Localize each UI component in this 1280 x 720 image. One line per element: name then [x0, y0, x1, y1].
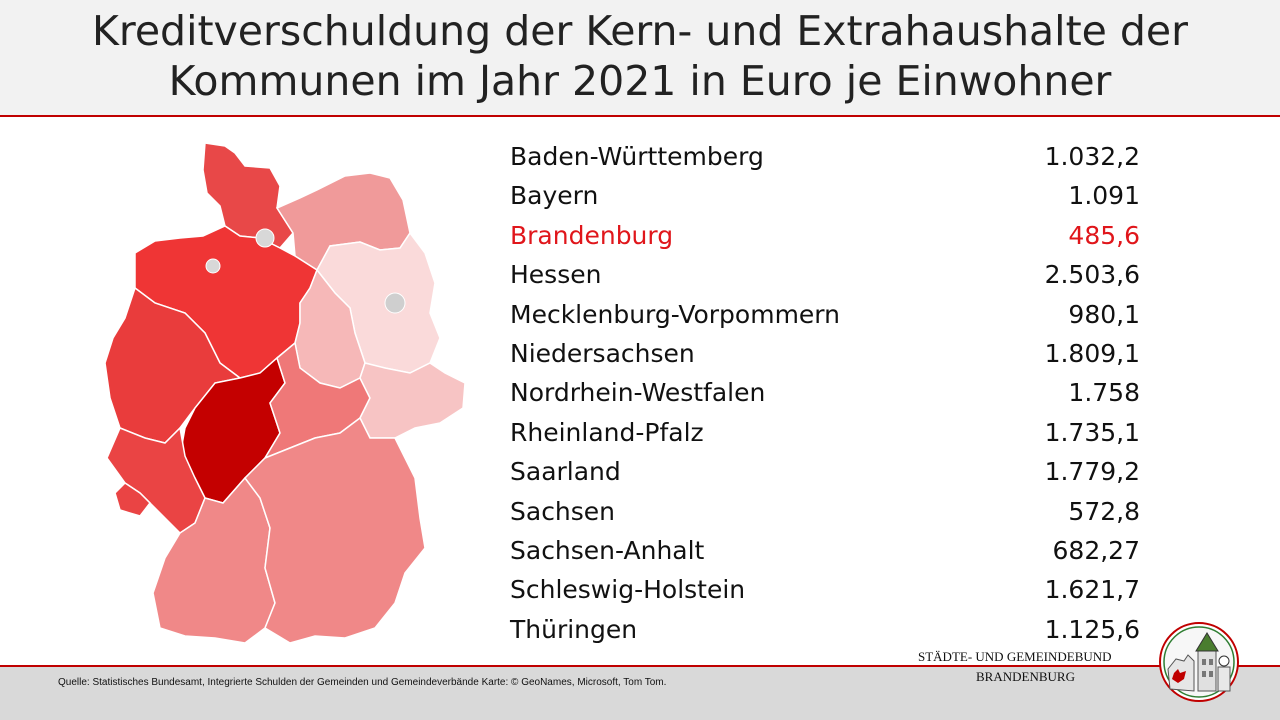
table-row: Schleswig-Holstein 1.621,7 — [510, 570, 1140, 609]
org-name-line-1: STÄDTE- UND GEMEINDEBUND — [918, 649, 1112, 664]
map-state-by — [244, 416, 426, 644]
state-label: Niedersachsen — [510, 338, 695, 368]
state-label: Thüringen — [510, 614, 638, 644]
state-label: Schleswig-Holstein — [510, 575, 746, 605]
title-line-1: Kreditverschuldung der Kern- und Extraha… — [91, 7, 1189, 55]
debt-table: Baden-Württemberg 1.032,2 Bayern 1.091 Bra… — [510, 137, 1140, 649]
table-row: Nordrhein-Westfalen 1.758 — [510, 373, 1140, 412]
germany-map — [104, 142, 466, 644]
table-row: Hessen 2.503,6 — [510, 255, 1140, 294]
state-value: 1.809,1 — [1044, 338, 1140, 368]
state-value: 572,8 — [1068, 496, 1140, 526]
table-row: Rheinland-Pfalz 1.735,1 — [510, 413, 1140, 452]
state-label: Saarland — [510, 457, 621, 487]
source-note: Quelle: Statistisches Bundesamt, Integri… — [58, 677, 667, 688]
table-row: Niedersachsen 1.809,1 — [510, 334, 1140, 373]
state-label: Nordrhein-Westfalen — [510, 378, 766, 408]
state-label: Bayern — [510, 181, 599, 211]
map-state-sl — [114, 482, 151, 517]
title-line-2: Kommunen im Jahr 2021 in Euro je Einwohn… — [168, 57, 1112, 105]
state-value: 980,1 — [1068, 299, 1140, 329]
table-row: Bayern 1.091 — [510, 176, 1140, 215]
state-value: 1.758 — [1068, 378, 1140, 408]
state-value: 1.125,6 — [1044, 614, 1140, 644]
header-bar — [0, 0, 1280, 115]
map-state-sn — [359, 362, 466, 439]
table-row: Saarland 1.779,2 — [510, 452, 1140, 491]
state-label: Hessen — [510, 260, 602, 290]
state-label: Mecklenburg-Vorpommern — [510, 299, 840, 329]
table-row: Thüringen 1.125,6 — [510, 610, 1140, 649]
map-state-sh — [202, 142, 294, 249]
page-title: Kreditverschuldung der Kern- und Extraha… — [0, 6, 1280, 106]
state-value: 485,6 — [1068, 220, 1140, 250]
state-value: 1.779,2 — [1044, 457, 1140, 487]
state-value: 1.735,1 — [1044, 417, 1140, 447]
state-label: Baden-Württemberg — [510, 142, 764, 171]
table-row: Sachsen-Anhalt 682,27 — [510, 531, 1140, 570]
state-label: Rheinland-Pfalz — [510, 417, 704, 447]
table-row: Sachsen 572,8 — [510, 492, 1140, 531]
state-value: 1.621,7 — [1044, 575, 1140, 605]
state-label: Sachsen — [510, 496, 616, 526]
state-value: 682,27 — [1052, 535, 1140, 565]
map-state-hh — [255, 228, 275, 248]
table-row: Baden-Württemberg 1.032,2 — [510, 137, 1140, 176]
organization-logo-icon — [1159, 622, 1239, 702]
state-value: 2.503,6 — [1044, 260, 1140, 290]
footer-bar — [0, 665, 1280, 720]
state-value: 1.091 — [1068, 181, 1140, 211]
org-name-line-2: BRANDENBURG — [976, 669, 1075, 684]
map-state-hb — [205, 258, 221, 274]
table-row: Mecklenburg-Vorpommern 980,1 — [510, 295, 1140, 334]
header-divider — [0, 115, 1280, 117]
table-row-highlight: Brandenburg 485,6 — [510, 216, 1140, 255]
map-state-be — [384, 292, 406, 314]
state-value: 1.032,2 — [1044, 142, 1140, 171]
state-label: Sachsen-Anhalt — [510, 535, 705, 565]
footer-divider — [0, 665, 1280, 667]
state-label: Brandenburg — [510, 220, 674, 250]
